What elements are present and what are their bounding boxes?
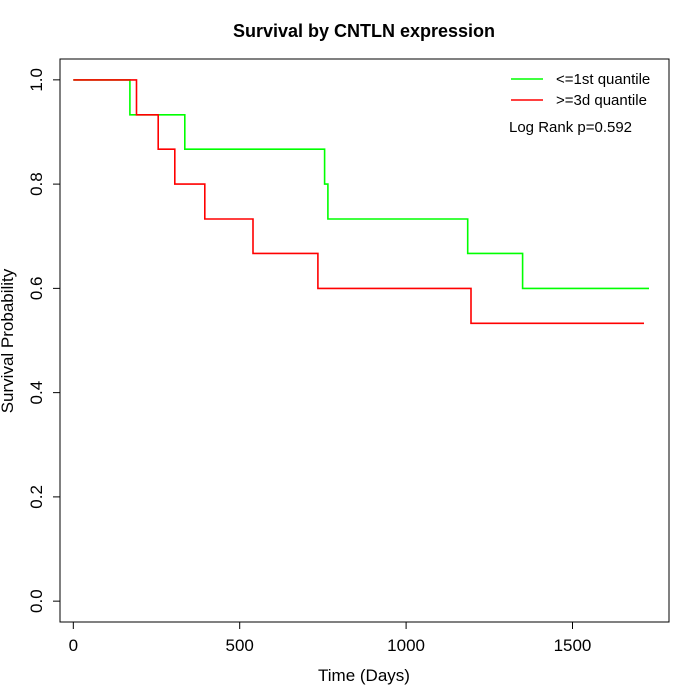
x-tick-label: 0 [69, 636, 78, 655]
x-tick-label: 500 [226, 636, 254, 655]
series-line-1 [73, 79, 649, 290]
legend: <=1st quantile >=3d quantile [511, 71, 650, 109]
x-axis-label: Time (Days) [318, 666, 410, 685]
chart-title: Survival by CNTLN expression [233, 21, 495, 41]
y-axis: 0.0 0.2 0.4 0.6 0.8 1.0 [27, 68, 61, 613]
y-tick-label: 1.0 [27, 68, 46, 92]
legend-label-2: >=3d quantile [556, 92, 647, 109]
log-rank-annotation: Log Rank p=0.592 [509, 119, 632, 136]
x-tick-label: 1500 [554, 636, 592, 655]
y-tick-label: 0.6 [27, 277, 46, 301]
plot-frame [59, 58, 670, 623]
x-axis: 0 500 1000 1500 [69, 621, 592, 655]
y-axis-label: Survival Probability [0, 268, 17, 413]
y-tick-label: 0.2 [27, 485, 46, 509]
series-layer [73, 79, 649, 325]
y-tick-label: 0.0 [27, 589, 46, 613]
series-line-2 [73, 79, 644, 325]
legend-label-1: <=1st quantile [556, 71, 650, 88]
y-tick-label: 0.4 [27, 381, 46, 405]
x-tick-label: 1000 [387, 636, 425, 655]
y-tick-label: 0.8 [27, 172, 46, 196]
